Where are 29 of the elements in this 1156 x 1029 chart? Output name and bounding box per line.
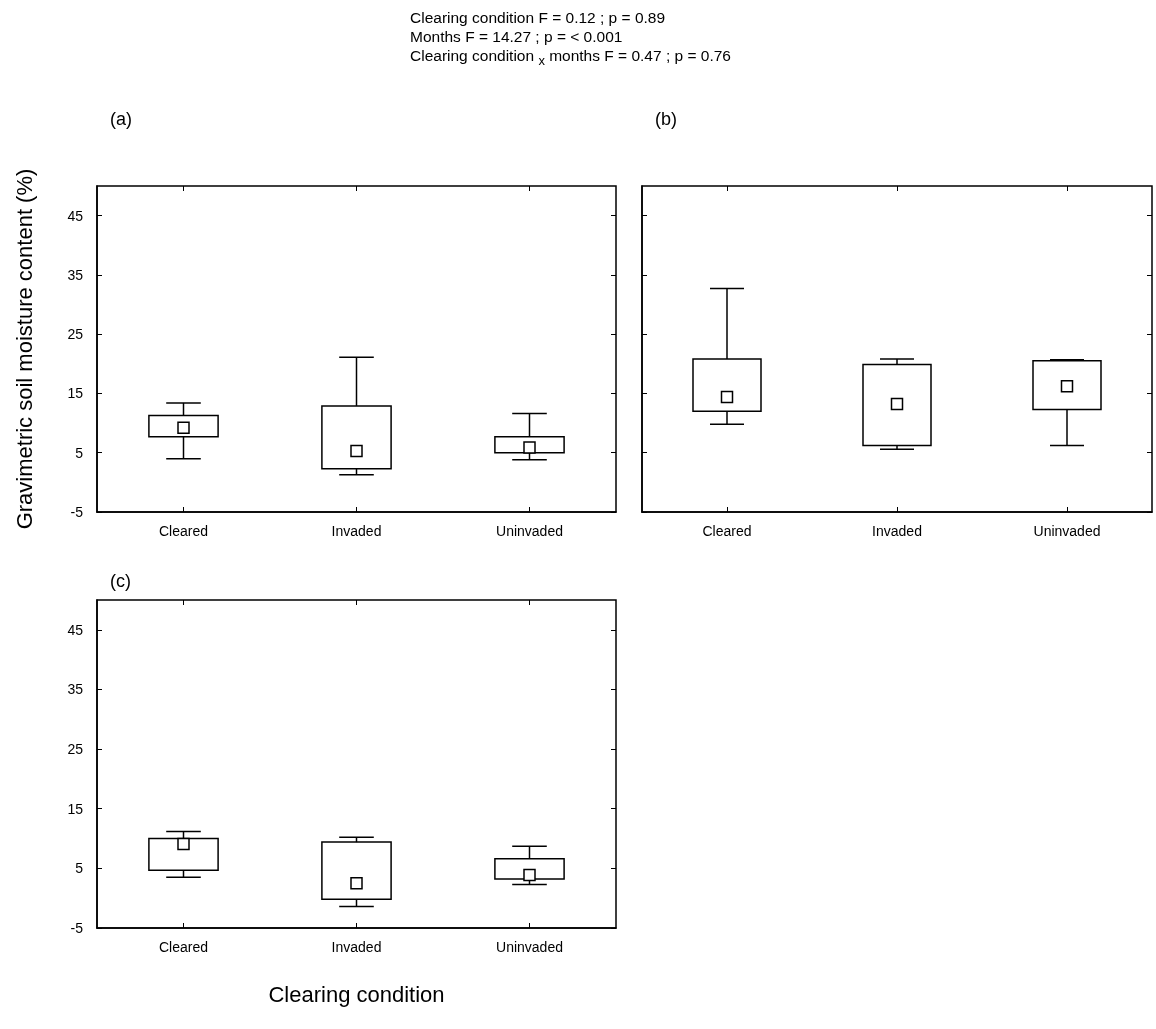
text: Clearing condition $_{x}$ months F = 0.47 ; p = 0.76 xyxy=(410,46,731,71)
y-tick-label: 45 xyxy=(67,621,84,638)
x-tick-label: Invaded xyxy=(872,523,922,539)
y-tick-label: 5 xyxy=(75,444,84,461)
y-tick-label: 45 xyxy=(67,207,84,224)
y-tick-label: 15 xyxy=(67,385,84,402)
y-tick-label: 15 xyxy=(67,800,84,817)
x-tick-label: Cleared xyxy=(158,523,209,539)
x-tick-label: Cleared xyxy=(702,523,752,539)
y-tick-label: 5 xyxy=(75,860,84,877)
y-tick-label: -5 xyxy=(70,504,84,520)
x-tick-label: Uninvaded xyxy=(496,523,563,539)
y-axis-title: Gravimetric soil moisture content (%) xyxy=(11,168,37,530)
y-tick-label: 25 xyxy=(67,326,84,343)
y-tick-label: 35 xyxy=(67,266,84,283)
text: Clearing condition F = 0.12 ; p = 0.89 xyxy=(410,8,667,27)
x-tick-label: Invaded xyxy=(331,523,382,539)
text: Months F = 14.27 ; p = < 0.001 xyxy=(410,27,624,46)
x-tick-label: Uninvaded xyxy=(496,939,563,955)
x-tick-label: Uninvaded xyxy=(1033,523,1101,539)
chart-title: (b) xyxy=(655,109,677,129)
x-tick-label: Cleared xyxy=(158,939,209,955)
x-tick-label: Invaded xyxy=(331,939,382,955)
y-tick-label: 25 xyxy=(67,741,84,758)
chart-title: (a) xyxy=(110,109,132,129)
chart-title: (c) xyxy=(110,571,131,591)
x-axis-title: Clearing condition xyxy=(268,981,445,1007)
y-tick-label: 35 xyxy=(67,681,84,698)
y-tick-label: -5 xyxy=(70,920,84,936)
